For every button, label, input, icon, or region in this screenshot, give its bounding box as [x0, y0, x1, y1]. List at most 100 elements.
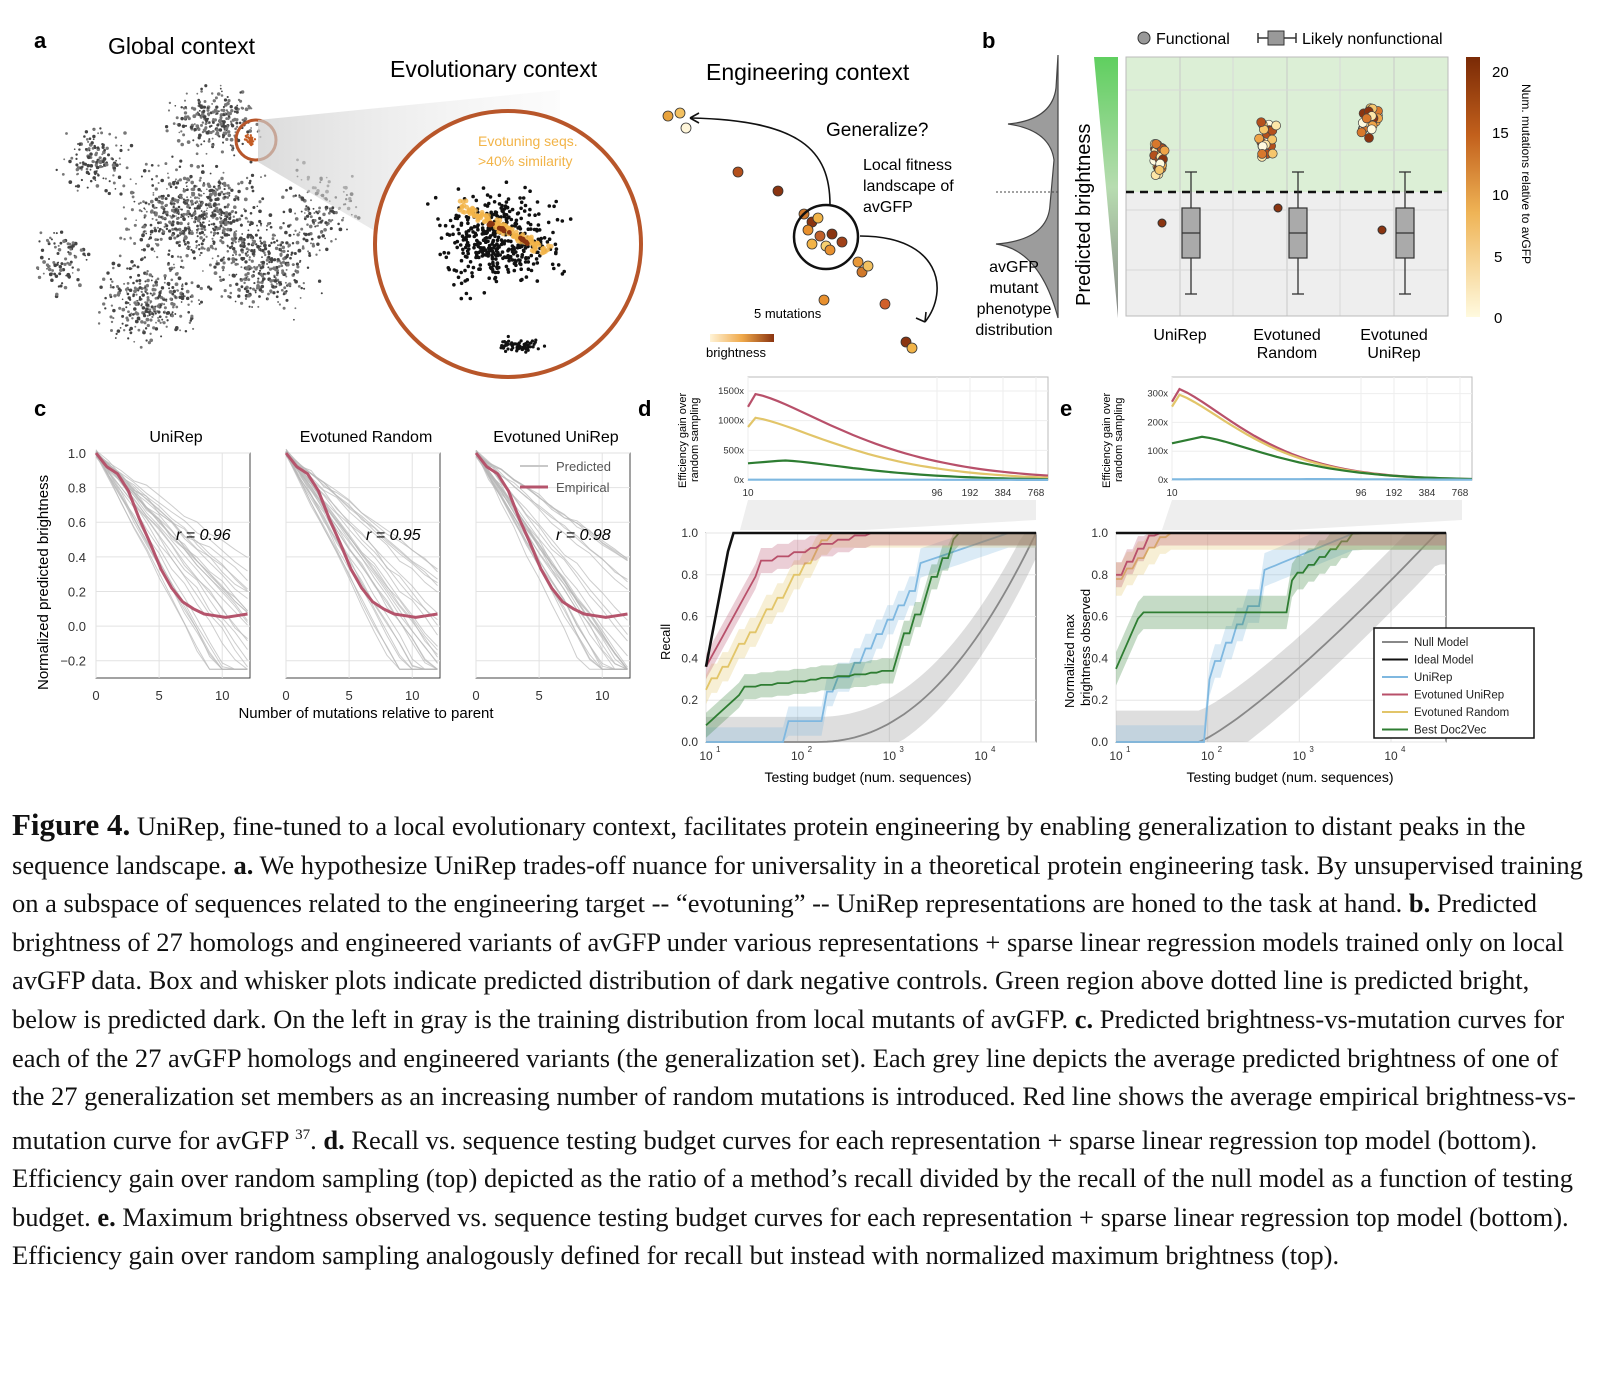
- tsne-point: [246, 220, 250, 223]
- tsne-point: [178, 240, 181, 244]
- tsne-point: [225, 126, 229, 131]
- y-tick-label: 0x: [734, 475, 744, 486]
- tsne-point: [226, 101, 230, 106]
- tsne-point: [256, 205, 259, 208]
- tsne-point: [213, 193, 217, 197]
- predicted-line: [285, 451, 438, 670]
- functional-variant: [1361, 113, 1372, 124]
- tsne-point: [104, 188, 108, 193]
- tsne-point: [143, 256, 147, 259]
- tsne-point: [270, 241, 273, 245]
- tsne-point: [155, 206, 158, 209]
- evo-point: [461, 247, 465, 252]
- tsne-point: [70, 156, 74, 160]
- tsne-point: [53, 245, 57, 249]
- evotuning-point: [460, 199, 466, 205]
- evo-point: [442, 250, 447, 255]
- evo-point: [517, 341, 521, 345]
- evo-point: [472, 245, 476, 250]
- evotuning-point: [535, 240, 540, 246]
- generalize-arrow: [689, 117, 831, 206]
- panel-c-r-3: r = 0.98: [556, 527, 611, 544]
- tsne-point: [190, 214, 194, 218]
- tsne-point: [233, 250, 237, 254]
- tsne-point: [75, 163, 79, 167]
- tsne-point: [204, 203, 208, 207]
- tsne-point: [128, 313, 132, 317]
- tsne-point: [142, 169, 147, 173]
- tsne-point: [206, 247, 211, 252]
- tsne-point: [251, 239, 254, 242]
- tsne-point: [121, 298, 124, 301]
- tsne-point: [119, 163, 122, 166]
- tsne-point: [163, 216, 167, 220]
- tsne-point: [219, 216, 222, 219]
- tsne-point: [144, 291, 147, 293]
- tsne-point: [203, 217, 207, 220]
- tsne-point: [249, 286, 252, 290]
- tsne-point: [170, 208, 175, 213]
- panel-d-zoom-connector: [740, 500, 1036, 530]
- tsne-point: [250, 259, 254, 263]
- tsne-point: [83, 162, 88, 166]
- tsne-point: [160, 196, 165, 200]
- tsne-point: [225, 211, 229, 215]
- local-fitness-label-1: Local fitness: [863, 157, 952, 174]
- tsne-point: [135, 182, 137, 185]
- predicted-line: [285, 453, 438, 670]
- evo-point: [487, 235, 492, 240]
- tsne-point: [241, 142, 244, 146]
- evo-point: [524, 343, 528, 347]
- tsne-point: [289, 256, 292, 260]
- tsne-point: [256, 224, 258, 227]
- panel-c: Normalized predicted brightness 1.00.80.…: [35, 429, 631, 722]
- tsne-point: [183, 99, 187, 102]
- evo-point: [512, 261, 517, 266]
- tsne-point: [101, 153, 104, 156]
- tsne-point: [277, 265, 281, 268]
- tsne-point: [217, 110, 220, 113]
- tsne-point: [317, 221, 320, 225]
- tsne-point: [136, 265, 140, 269]
- tsne-point: [220, 176, 224, 181]
- tsne-point: [129, 331, 133, 335]
- tsne-point: [309, 242, 313, 245]
- tsne-point: [112, 174, 115, 177]
- tsne-point: [267, 297, 269, 300]
- evo-point: [436, 217, 440, 221]
- tsne-point: [303, 287, 306, 290]
- tsne-point: [86, 252, 91, 257]
- panel-letter-c: c: [34, 396, 46, 421]
- evo-point: [520, 277, 524, 282]
- performance-line: [704, 531, 1036, 668]
- tsne-point: [146, 292, 149, 295]
- tsne-point: [163, 274, 167, 278]
- tsne-point: [185, 92, 188, 95]
- evo-point: [507, 339, 511, 343]
- tsne-point: [157, 316, 160, 319]
- tsne-point: [200, 190, 203, 193]
- tsne-point: [125, 306, 128, 309]
- tsne-point: [197, 187, 201, 192]
- tsne-point: [89, 152, 93, 156]
- tsne-point: [220, 214, 223, 217]
- tsne-point: [305, 205, 308, 208]
- tsne-point: [316, 242, 320, 246]
- tsne-point: [234, 127, 237, 131]
- tsne-point: [154, 197, 159, 202]
- tsne-point: [275, 295, 279, 299]
- tsne-point: [152, 307, 156, 311]
- tsne-point: [146, 323, 150, 328]
- tsne-point: [154, 283, 159, 287]
- tsne-point: [135, 312, 140, 316]
- tsne-point: [200, 202, 204, 206]
- x-tick-label: 5: [155, 688, 162, 703]
- tsne-point: [66, 272, 71, 277]
- tsne-point: [68, 242, 72, 246]
- evo-point: [500, 250, 505, 254]
- tsne-point: [235, 273, 238, 276]
- tsne-point: [227, 212, 232, 216]
- tsne-point: [146, 314, 149, 317]
- tsne-point: [177, 209, 180, 212]
- tsne-point: [325, 223, 329, 227]
